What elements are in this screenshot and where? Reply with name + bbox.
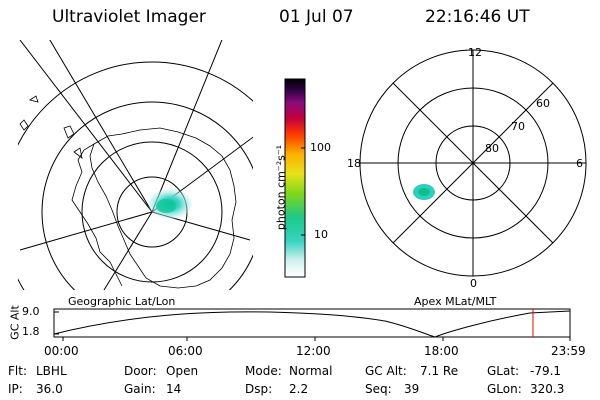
info-ip-value: 36.0 bbox=[36, 382, 63, 396]
info-flt-value: LBHL bbox=[36, 364, 67, 378]
colorbar-tick-10: 10 bbox=[314, 228, 328, 241]
lat-circle bbox=[41, 101, 253, 290]
mlt-diagonal bbox=[392, 82, 554, 244]
timeline-xtick-1: 06:00 bbox=[168, 344, 203, 358]
timeline-ylabel: GC Alt bbox=[8, 305, 22, 340]
timeline-ytick-9: 9.0 bbox=[22, 305, 40, 318]
coastline-islands bbox=[19, 95, 83, 159]
info-gcalt-label: GC Alt: bbox=[365, 364, 407, 378]
info-gcalt-value: 7.1 Re bbox=[420, 364, 459, 378]
info-mode-value: Normal bbox=[289, 364, 333, 378]
lon-line bbox=[19, 211, 153, 251]
info-flt-label: Flt: bbox=[8, 364, 27, 378]
info-glon-label: GLon: bbox=[487, 382, 522, 396]
info-door-value: Open bbox=[166, 364, 199, 378]
mlat-label-70: 70 bbox=[511, 120, 525, 133]
timeline-xtick-3: 18:00 bbox=[424, 344, 459, 358]
aurora-core bbox=[156, 199, 176, 213]
timeline-ytick-1.8: 1.8 bbox=[22, 325, 40, 338]
info-door-label: Door: bbox=[124, 364, 157, 378]
lon-line bbox=[49, 40, 153, 213]
timeline-xtick-0: 00:00 bbox=[44, 344, 79, 358]
aurora-core bbox=[418, 188, 430, 196]
mlat-label-60: 60 bbox=[536, 97, 550, 110]
lon-line bbox=[151, 40, 223, 213]
altitude-timeline bbox=[53, 308, 571, 341]
info-glon-value: 320.3 bbox=[530, 382, 565, 396]
timeline-xtick-2: 12:00 bbox=[296, 344, 331, 358]
mlt-label-12: 12 bbox=[468, 46, 482, 59]
info-dsp-value: 2.2 bbox=[289, 382, 309, 396]
mlt-label-18: 18 bbox=[347, 157, 361, 170]
info-ip-label: IP: bbox=[8, 382, 23, 396]
left-panel-caption: Geographic Lat/Lon bbox=[68, 295, 176, 308]
info-dsp-label: Dsp: bbox=[245, 382, 273, 396]
mlat-mlt-plot bbox=[359, 49, 587, 277]
lon-line bbox=[103, 211, 153, 290]
info-mode-label: Mode: bbox=[245, 364, 282, 378]
timeline-xtick-4: 23:59 bbox=[551, 344, 586, 358]
info-seq-label: Seq: bbox=[365, 382, 392, 396]
coastline-peninsula bbox=[71, 143, 123, 287]
date-label: 01 Jul 07 bbox=[279, 7, 354, 27]
colorbar bbox=[284, 78, 306, 278]
info-glat-label: GLat: bbox=[487, 364, 520, 378]
right-panel-caption: Apex MLat/MLT bbox=[414, 295, 497, 308]
app-title: Ultraviolet Imager bbox=[52, 7, 206, 27]
geographic-map bbox=[18, 40, 253, 290]
mlat-label-80: 80 bbox=[485, 142, 499, 155]
time-label: 22:16:46 UT bbox=[425, 7, 530, 27]
info-gain-label: Gain: bbox=[124, 382, 156, 396]
lat-circle bbox=[18, 61, 253, 290]
info-gain-value: 14 bbox=[166, 382, 182, 396]
info-seq-value: 39 bbox=[404, 382, 420, 396]
colorbar-unit: photon cm⁻²s⁻¹ bbox=[274, 144, 288, 231]
coastline-antarctica bbox=[89, 127, 237, 289]
altitude-curve bbox=[53, 310, 571, 338]
lon-line bbox=[19, 40, 153, 213]
colorbar-tick-100: 100 bbox=[310, 141, 331, 154]
lat-circle bbox=[81, 141, 223, 283]
info-glat-value: -79.1 bbox=[530, 364, 562, 378]
mlt-label-0: 0 bbox=[470, 277, 477, 290]
mlt-label-6: 6 bbox=[576, 157, 583, 170]
